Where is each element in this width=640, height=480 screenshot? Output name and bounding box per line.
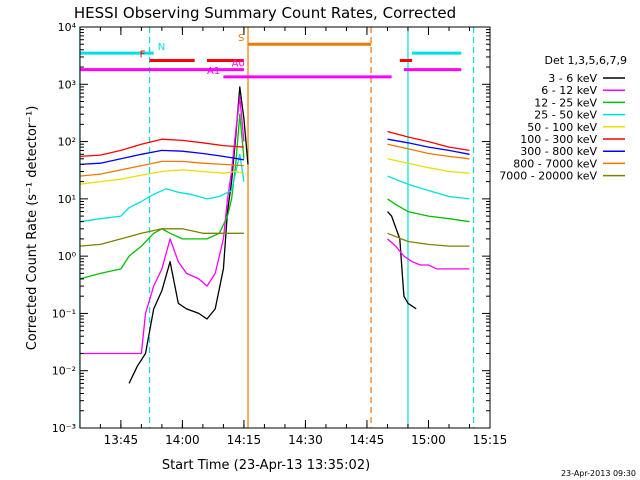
y-tick-label: 10⁻¹	[52, 307, 76, 320]
series-line-1	[128, 86, 417, 384]
series-line-4	[79, 153, 470, 223]
mode-boundary-lines	[79, 27, 475, 428]
series-line-5	[79, 158, 470, 185]
legend-label-1: 3 - 6 keV	[548, 72, 597, 85]
flag-label-5: A1	[207, 66, 220, 77]
series-line-6	[79, 130, 470, 158]
plot-frame	[79, 26, 491, 429]
y-tick-label: 10⁰	[58, 250, 77, 263]
y-tick-label: 10⁻³	[52, 422, 76, 435]
x-tick-label: 15:15	[473, 433, 508, 447]
legend-label-6: 100 - 300 keV	[520, 133, 597, 146]
flag-label-4: A0	[232, 59, 245, 70]
series-line-3	[79, 113, 470, 280]
x-tick-label: 14:30	[288, 433, 323, 447]
flag-bars: N S F A0 A1	[79, 33, 462, 79]
series-line-2	[79, 96, 470, 355]
series-line-9	[79, 228, 470, 247]
x-tick-label: 15:00	[411, 433, 446, 447]
legend-label-4: 25 - 50 keV	[534, 109, 597, 122]
legend-label-5: 50 - 100 keV	[527, 121, 597, 134]
x-tick-label: 14:45	[350, 433, 385, 447]
footer-timestamp: 23-Apr-2013 09:30	[561, 469, 636, 478]
chart-title: HESSI Observing Summary Count Rates, Cor…	[74, 4, 456, 22]
y-tick-label: 10¹	[58, 193, 76, 206]
y-tick-label: 10²	[58, 136, 76, 149]
series-line-7	[79, 138, 470, 166]
series-line-8	[79, 143, 470, 177]
axes: 10⁻³ 10⁻² 10⁻¹ 10⁰ 10¹ 10² 10³ 10⁴ 13:45 14:00 14:…	[52, 21, 508, 447]
legend-label-8: 800 - 7000 keV	[513, 157, 597, 170]
x-tick-label: 14:00	[165, 433, 200, 447]
legend-label-2: 6 - 12 keV	[541, 84, 597, 97]
flag-label-1: N	[158, 42, 165, 53]
x-tick-label: 13:45	[104, 433, 139, 447]
x-axis-label: Start Time (23-Apr-13 13:35:02)	[162, 458, 370, 473]
y-axis-label: Corrected Count Rate (s⁻¹ detector⁻¹)	[25, 106, 40, 351]
y-tick-label: 10³	[58, 78, 76, 91]
flag-label-2: S	[238, 33, 244, 44]
legend-label-9: 7000 - 20000 keV	[499, 170, 597, 183]
y-tick-label: 10⁴	[58, 21, 77, 34]
legend-title: Det 1,3,5,6,7,9	[544, 54, 627, 67]
series-lines	[79, 86, 470, 384]
x-tick-label: 14:15	[227, 433, 262, 447]
y-tick-label: 10⁻²	[52, 365, 76, 378]
legend-label-7: 300 - 800 keV	[520, 145, 597, 158]
flag-label-3: F	[140, 50, 146, 61]
legend-label-3: 12 - 25 keV	[534, 96, 597, 109]
